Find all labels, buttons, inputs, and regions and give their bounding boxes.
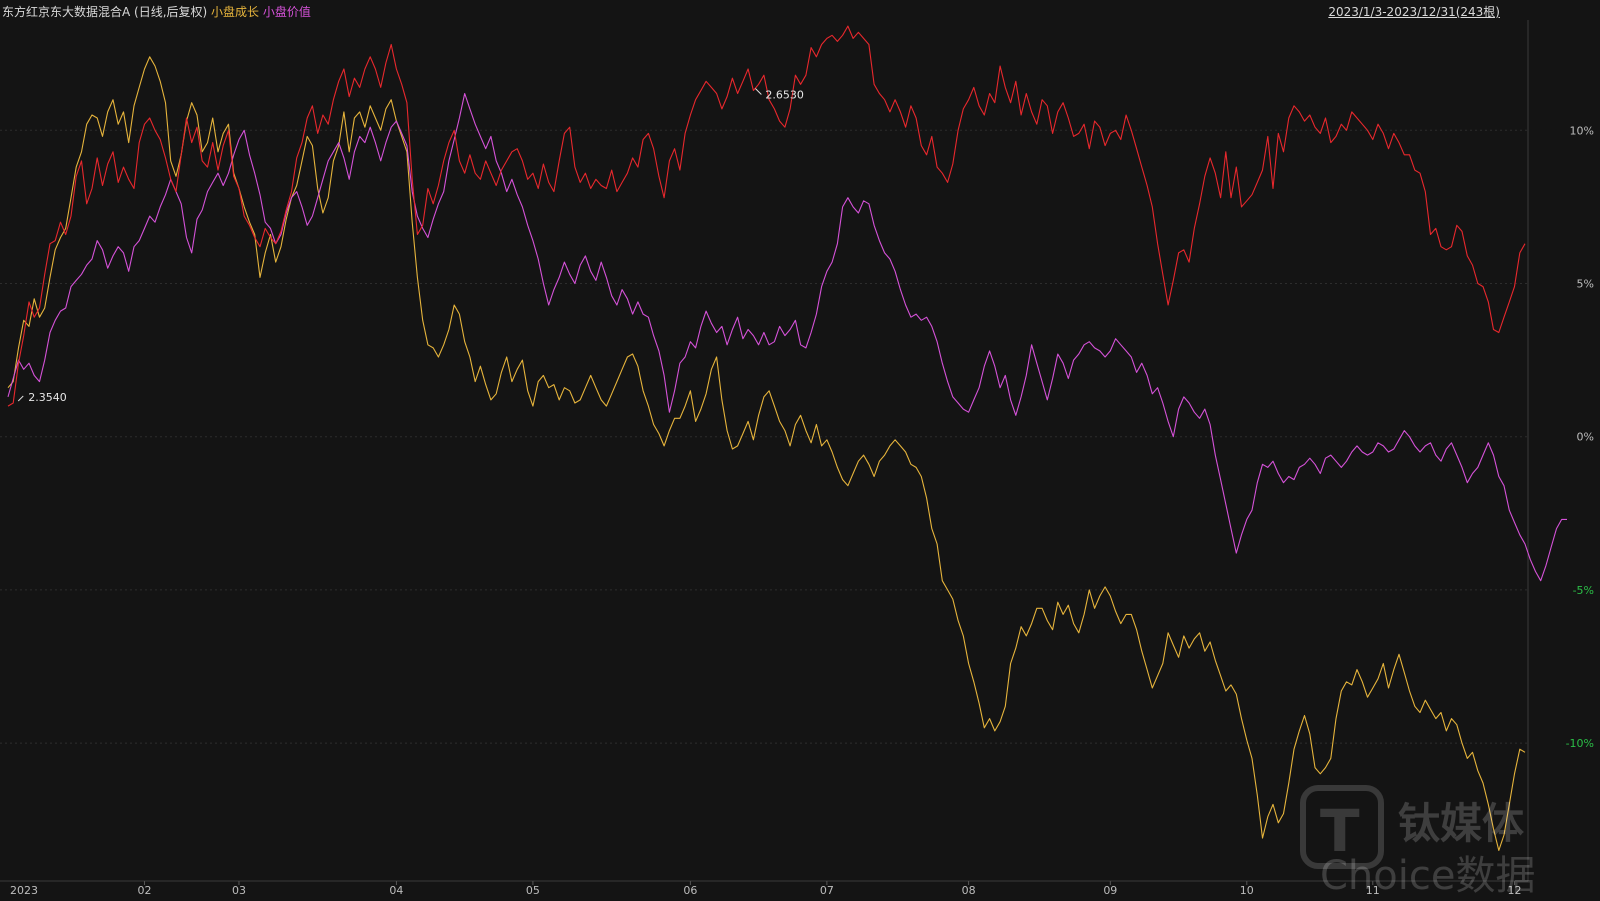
annotation-label: 2.6530 — [765, 88, 804, 101]
x-tick-label: 10 — [1240, 884, 1254, 897]
y-tick-label: 10% — [1570, 124, 1594, 137]
watermark-choice: Choice数据 — [1320, 853, 1536, 899]
y-tick-label: -10% — [1566, 737, 1594, 750]
x-tick-label: 07 — [820, 884, 834, 897]
legend-value: 小盘价值 — [262, 5, 311, 19]
x-tick-label: 09 — [1103, 884, 1117, 897]
annotation-arrow — [755, 88, 762, 95]
series-line-fund — [7, 25, 1526, 407]
chart-title: 东方红京东大数据混合A (日线,后复权) 小盘成长 小盘价值 — [2, 3, 311, 20]
y-tick-label: 5% — [1577, 278, 1594, 291]
legend-growth: 小盘成长 — [211, 5, 260, 19]
x-tick-label: 2023 — [10, 884, 38, 897]
x-tick-label: 03 — [232, 884, 246, 897]
x-tick-label: 02 — [137, 884, 151, 897]
y-tick-label: 0% — [1577, 431, 1594, 444]
x-tick-label: 12 — [1508, 884, 1522, 897]
annotation-arrow — [17, 395, 24, 402]
x-tick-label: 05 — [526, 884, 540, 897]
watermark-logo-icon: T — [1300, 785, 1384, 869]
y-tick-label: -5% — [1573, 584, 1594, 597]
date-range-link[interactable]: 2023/1/3-2023/12/31(243根) — [1328, 5, 1500, 19]
watermark-brand: 钛媒体 — [1398, 799, 1525, 848]
x-tick-label: 06 — [683, 884, 697, 897]
x-tick-label: 04 — [389, 884, 403, 897]
fund-name: 东方红京东大数据混合A (日线,后复权) — [2, 5, 208, 19]
series-line-value — [7, 92, 1567, 582]
x-tick-label: 08 — [962, 884, 976, 897]
x-tick-label: 11 — [1366, 884, 1380, 897]
annotation-label: 2.3540 — [28, 391, 66, 404]
series-line-growth — [7, 56, 1526, 851]
